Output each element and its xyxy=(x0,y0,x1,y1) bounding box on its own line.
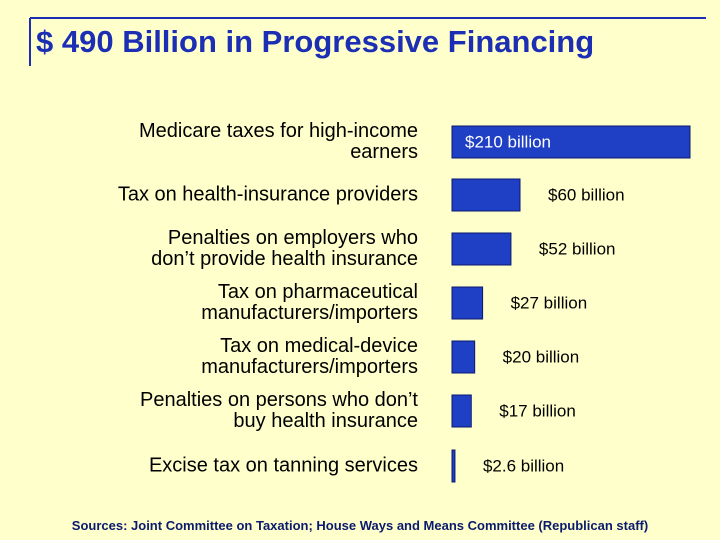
value-label: $210 billion xyxy=(465,132,551,151)
bar xyxy=(451,125,691,159)
chart-title: $ 490 Billion in Progressive Financing xyxy=(36,24,595,59)
value-label: $60 billion xyxy=(548,185,625,204)
value-label: $27 billion xyxy=(511,293,588,312)
category-label: Tax on pharmaceutical manufacturers/impo… xyxy=(201,281,418,324)
bar xyxy=(451,449,456,483)
bar xyxy=(451,178,521,212)
category-label: Penalties on employers who don’t provide… xyxy=(151,227,418,270)
source-note: Sources: Joint Committee on Taxation; Ho… xyxy=(71,518,649,533)
bar xyxy=(451,232,512,266)
category-label: Tax on medical-device manufacturers/impo… xyxy=(201,335,418,378)
bar xyxy=(451,340,476,374)
category-label: Penalties on persons who don’t buy healt… xyxy=(140,389,418,432)
value-label: $2.6 billion xyxy=(483,456,564,475)
bar xyxy=(451,394,472,428)
category-label: Medicare taxes for high-income earners xyxy=(138,120,418,163)
bar xyxy=(451,286,484,320)
value-label: $17 billion xyxy=(499,401,576,420)
category-label: Excise tax on tanning services xyxy=(148,454,418,477)
value-label: $20 billion xyxy=(503,347,580,366)
category-label: Tax on health-insurance providers xyxy=(117,183,418,206)
value-label: $52 billion xyxy=(539,239,616,258)
